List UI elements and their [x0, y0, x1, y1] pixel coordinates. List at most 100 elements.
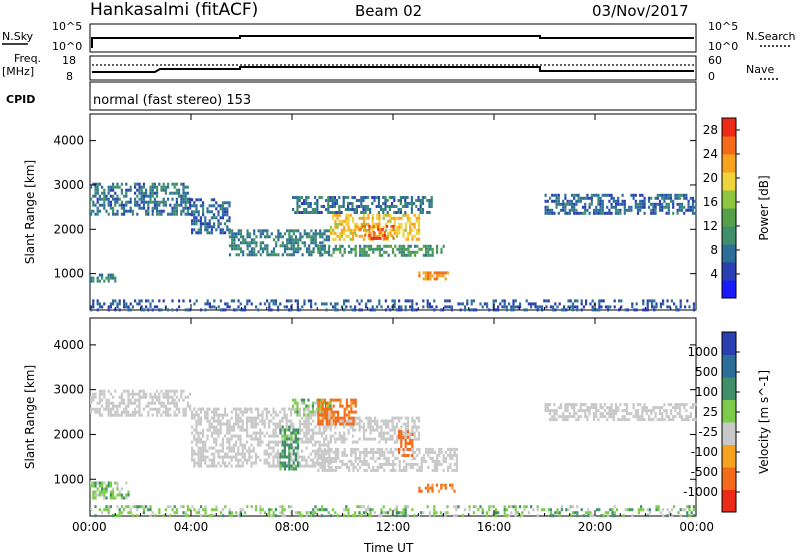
data-cell — [153, 401, 156, 405]
data-cell — [455, 459, 458, 463]
data-cell — [406, 219, 410, 223]
data-cell — [422, 456, 425, 460]
data-cell — [336, 437, 339, 441]
data-cell — [378, 244, 381, 248]
data-cell — [354, 231, 357, 235]
data-cell — [444, 459, 447, 463]
data-cell — [246, 229, 249, 233]
data-cell — [683, 193, 686, 197]
data-cell — [248, 232, 251, 236]
data-cell — [257, 437, 260, 441]
data-cell — [195, 422, 198, 426]
data-cell — [361, 250, 364, 254]
data-cell — [391, 419, 394, 423]
data-cell — [226, 225, 229, 229]
data-cell — [367, 244, 370, 248]
data-cell — [338, 434, 341, 438]
data-cell — [384, 202, 387, 205]
data-cell — [204, 222, 207, 226]
data-cell — [114, 212, 117, 216]
data-cell — [389, 468, 392, 472]
data-cell — [158, 200, 161, 204]
data-cell — [98, 484, 101, 488]
data-cell — [343, 410, 346, 414]
data-cell — [584, 211, 587, 215]
data-cell — [285, 422, 288, 426]
data-cell — [228, 514, 231, 518]
data-cell — [317, 422, 320, 426]
data-cell — [221, 449, 224, 453]
data-cell — [653, 305, 656, 309]
data-cell — [678, 415, 681, 419]
data-cell — [123, 194, 126, 198]
data-cell — [309, 434, 312, 438]
data-cell — [402, 514, 405, 518]
data-cell — [317, 453, 320, 457]
data-cell — [398, 468, 401, 472]
data-cell — [101, 191, 104, 195]
data-cell — [210, 225, 213, 229]
data-cell — [153, 395, 156, 399]
data-cell — [270, 232, 273, 236]
data-cell — [353, 208, 356, 211]
data-cell — [396, 447, 399, 451]
data-cell — [608, 193, 611, 197]
data-cell — [105, 197, 108, 201]
data-cell — [389, 462, 392, 466]
data-cell — [156, 212, 159, 216]
data-cell — [182, 389, 185, 393]
data-cell — [576, 514, 579, 518]
data-cell — [116, 410, 119, 414]
data-cell — [536, 508, 539, 512]
data-cell — [610, 196, 613, 200]
data-cell — [96, 276, 99, 280]
data-cell — [257, 443, 260, 447]
data-cell — [297, 247, 300, 251]
data-cell — [222, 308, 225, 312]
data-cell — [206, 455, 209, 459]
data-cell — [365, 428, 368, 432]
data-cell — [294, 235, 298, 239]
data-cell — [514, 514, 517, 518]
data-cell — [329, 404, 332, 408]
data-cell — [340, 305, 343, 309]
data-cell — [281, 241, 284, 245]
data-cell — [347, 208, 350, 211]
data-cell — [629, 508, 632, 512]
data-cell — [270, 299, 273, 303]
data-cell — [277, 308, 280, 312]
data-cell — [325, 302, 328, 306]
data-cell — [307, 425, 310, 429]
data-cell — [586, 208, 589, 212]
data-cell — [309, 422, 312, 426]
data-cell — [372, 468, 375, 472]
data-cell — [263, 422, 266, 426]
data-cell — [365, 437, 368, 441]
data-cell — [623, 199, 626, 203]
data-cell — [231, 247, 234, 251]
data-cell — [103, 203, 106, 207]
data-cell — [383, 462, 386, 466]
data-cell — [599, 403, 602, 407]
data-cell — [672, 415, 675, 419]
data-cell — [283, 410, 286, 414]
data-cell — [307, 511, 310, 515]
data-cell — [162, 395, 165, 399]
data-cell — [395, 234, 399, 238]
data-cell — [257, 416, 260, 420]
data-cell — [257, 455, 260, 459]
data-cell — [584, 415, 587, 419]
data-cell — [327, 202, 330, 205]
data-cell — [120, 401, 123, 405]
data-cell — [173, 511, 176, 515]
data-cell — [329, 199, 332, 202]
data-cell — [96, 188, 99, 192]
data-cell — [652, 406, 655, 410]
data-cell — [123, 398, 126, 402]
data-cell — [120, 200, 123, 204]
data-cell — [453, 453, 456, 457]
data-cell — [653, 308, 656, 312]
data-cell — [398, 462, 401, 466]
data-cell — [239, 443, 242, 447]
data-cell — [318, 443, 321, 447]
